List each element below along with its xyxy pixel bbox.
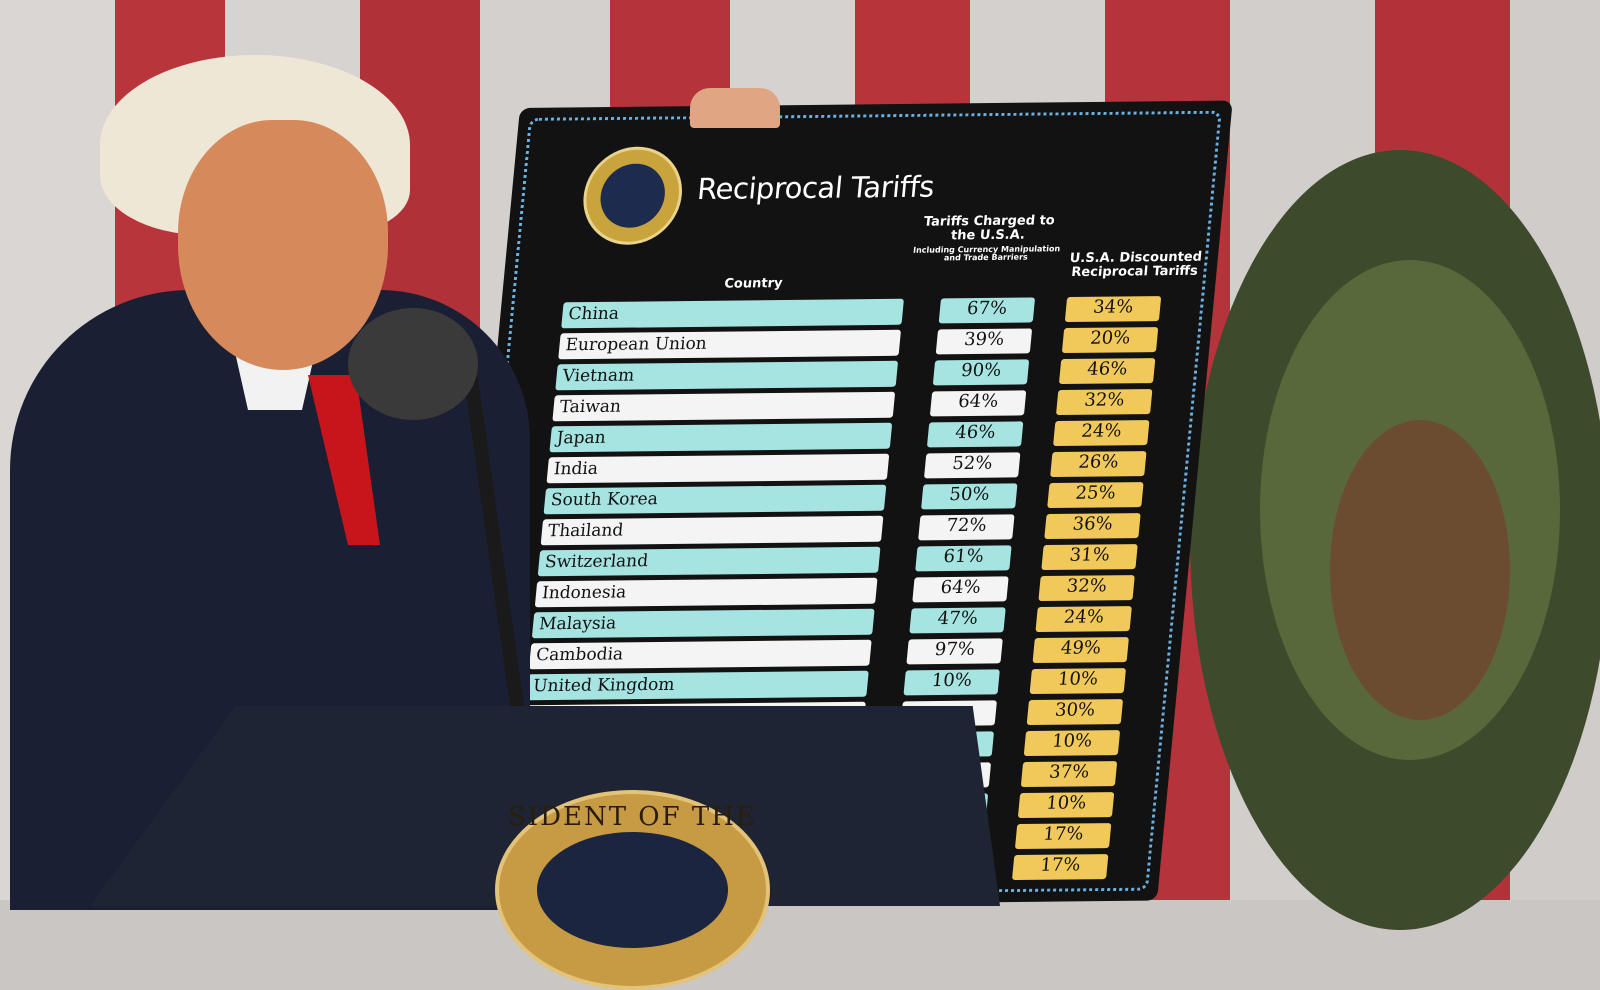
country-cell: Cambodia	[528, 639, 872, 670]
country-cell: Taiwan	[552, 391, 896, 422]
reciprocal-cell: 25%	[1047, 482, 1144, 509]
reciprocal-cell: 10%	[1023, 730, 1121, 757]
charged-cell: 72%	[918, 514, 1015, 541]
microphone	[348, 308, 478, 420]
country-cell: Japan	[549, 422, 893, 453]
country-cell: Indonesia	[534, 577, 878, 608]
charged-cell: 61%	[915, 545, 1012, 572]
speaker-face	[178, 120, 388, 370]
charged-cell: 39%	[935, 328, 1033, 355]
podium-seal: SIDENT OF THE UN	[495, 790, 770, 990]
country-cell: Malaysia	[531, 608, 875, 639]
board-title: Reciprocal Tariffs	[695, 169, 936, 207]
reciprocal-cell: 10%	[1029, 668, 1127, 695]
reciprocal-cell: 30%	[1026, 699, 1124, 726]
reciprocal-cell: 32%	[1055, 389, 1153, 416]
reciprocal-cell: 17%	[1014, 823, 1112, 850]
header-charged-sub: Including Currency Manipulation and Trad…	[912, 243, 1061, 263]
reciprocal-cell: 37%	[1020, 761, 1118, 788]
reciprocal-cell: 24%	[1035, 606, 1132, 633]
charged-cell: 64%	[912, 576, 1009, 603]
country-cell: Thailand	[540, 515, 884, 546]
charged-cell: 52%	[923, 452, 1021, 479]
country-cell: European Union	[558, 329, 902, 360]
header-reciprocal: U.S.A. Discounted Reciprocal Tariffs	[1069, 249, 1203, 281]
reciprocal-cell: 24%	[1053, 420, 1150, 447]
country-cell: China	[561, 298, 904, 329]
country-cell: Vietnam	[555, 360, 899, 391]
charged-cell: 50%	[921, 483, 1018, 510]
country-cell: Switzerland	[537, 546, 881, 577]
reciprocal-cell: 46%	[1058, 358, 1156, 385]
country-cell: South Korea	[543, 484, 887, 515]
charged-cell: 67%	[938, 297, 1036, 324]
reciprocal-cell: 20%	[1061, 327, 1159, 354]
reciprocal-cell: 49%	[1032, 637, 1129, 664]
charged-cell: 10%	[903, 669, 1000, 696]
header-charged: Tariffs Charged to the U.S.A.	[923, 213, 1056, 244]
charged-cell: 46%	[926, 421, 1024, 448]
charged-cell: 90%	[932, 359, 1030, 386]
reciprocal-cell: 10%	[1017, 792, 1115, 819]
reciprocal-cell: 17%	[1011, 854, 1109, 881]
country-cell: United Kingdom	[525, 670, 869, 701]
country-cell: India	[546, 453, 890, 484]
bush	[1330, 420, 1510, 720]
reciprocal-cell: 32%	[1038, 575, 1135, 602]
reciprocal-cell: 34%	[1064, 296, 1162, 323]
header-charged-group: Tariffs Charged to the U.S.A. Including …	[910, 213, 1065, 264]
charged-cell: 47%	[909, 607, 1006, 634]
hand	[690, 88, 780, 128]
charged-cell: 97%	[906, 638, 1003, 665]
reciprocal-cell: 31%	[1041, 544, 1138, 571]
reciprocal-cell: 26%	[1050, 451, 1147, 478]
charged-cell: 64%	[929, 390, 1027, 417]
reciprocal-cell: 36%	[1044, 513, 1141, 540]
